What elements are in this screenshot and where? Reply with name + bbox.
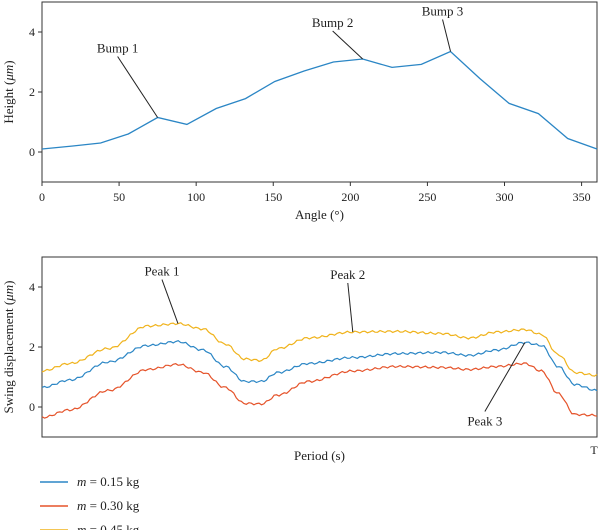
- annotation-leader: [117, 56, 159, 118]
- legend: m = 0.15 kgm = 0.30 kgm = 0.45 kg: [40, 474, 140, 530]
- height-chart: 0 50 100 150 200 250 300 350 0 2 4 Angle (°) Height …: [1, 1, 598, 222]
- y-axis-title-prefix: Height (: [1, 81, 16, 124]
- legend-label-value: = 0.15 kg: [86, 474, 139, 489]
- legend-label-symbol: m: [77, 522, 86, 530]
- legend-label: m = 0.30 kg: [77, 498, 140, 513]
- y-tick-label: 4: [29, 280, 35, 294]
- swing-series-line: [41, 322, 598, 377]
- annotation-leader: [484, 342, 526, 412]
- x-tick-label: 250: [418, 190, 436, 204]
- y-axis-title: Swing displacement (μm): [1, 281, 16, 414]
- annotation-label: Bump 2: [312, 15, 354, 30]
- legend-label: m = 0.45 kg: [77, 522, 140, 530]
- annotation-leader: [332, 30, 364, 60]
- x-tick-label: 350: [573, 190, 591, 204]
- y-tick-label: 2: [29, 340, 35, 354]
- height-series-line: [41, 50, 598, 150]
- legend-label-symbol: m: [77, 498, 86, 513]
- y-axis-title-prefix: Swing displacement (: [1, 301, 16, 414]
- annotation-label: Bump 3: [422, 4, 464, 19]
- y-tick-label: 0: [29, 400, 35, 414]
- annotation-label: Bump 1: [97, 41, 139, 56]
- legend-label: m = 0.15 kg: [77, 474, 140, 489]
- x-tick-label: 100: [187, 190, 205, 204]
- legend-label-symbol: m: [77, 474, 86, 489]
- x-tick-label: 0: [39, 190, 45, 204]
- swing-displacement-chart: 0 2 4 T Period (s) Swing displacement (μm) Pea…: [1, 256, 598, 463]
- y-axis-title-unit: μm: [1, 65, 16, 82]
- y-tick-label: 0: [29, 145, 35, 159]
- y-axis-title-suffix: ): [1, 60, 16, 64]
- y-axis-title-unit: μm: [1, 285, 16, 302]
- legend-label-value: = 0.30 kg: [86, 498, 139, 513]
- swing-series-line: [41, 340, 598, 392]
- x-tick-label: 300: [496, 190, 514, 204]
- y-tick-label: 2: [29, 85, 35, 99]
- x-tick-label: 200: [341, 190, 359, 204]
- annotation-leader: [442, 19, 452, 52]
- x-axis-title: Period (s): [294, 448, 345, 463]
- y-tick-label: 4: [29, 25, 35, 39]
- annotation-label: Peak 2: [330, 267, 365, 282]
- swing-series-line: [41, 362, 598, 419]
- y-axis-title: Height (μm): [1, 60, 16, 123]
- x-end-label: T: [590, 443, 598, 457]
- x-tick-label: 50: [113, 190, 125, 204]
- annotation-label: Peak 1: [144, 264, 179, 279]
- x-axis-title: Angle (°): [295, 207, 344, 222]
- annotation-leader: [161, 279, 179, 324]
- x-tick-label: 150: [264, 190, 282, 204]
- y-axis-title-suffix: ): [1, 281, 16, 285]
- legend-label-value: = 0.45 kg: [86, 522, 139, 530]
- annotation-leader: [347, 282, 354, 333]
- plot-frame: [41, 256, 598, 438]
- annotation-label: Peak 3: [467, 414, 502, 429]
